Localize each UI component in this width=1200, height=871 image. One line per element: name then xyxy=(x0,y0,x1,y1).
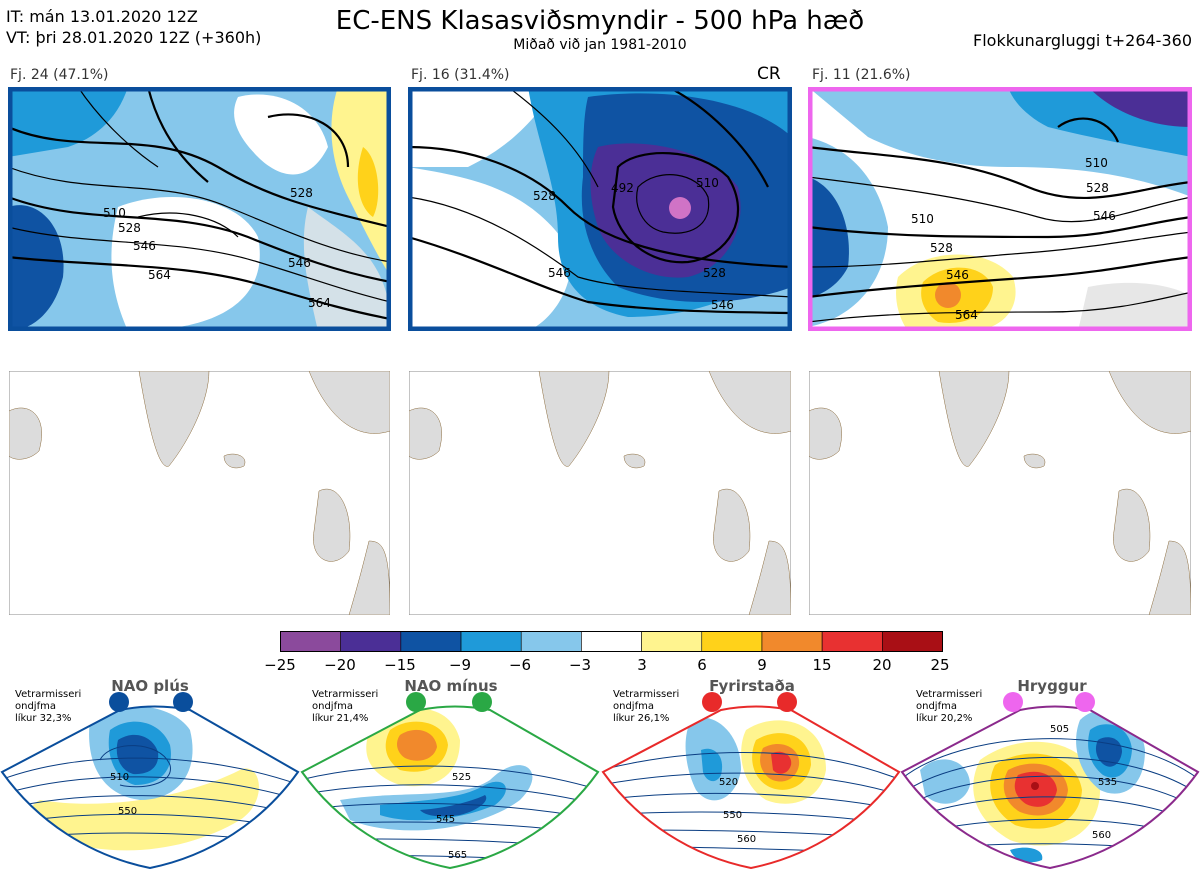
colorbar-tick: 9 xyxy=(757,656,767,674)
contour-label: 528 xyxy=(533,189,556,203)
colorbar-tick: −15 xyxy=(384,656,416,674)
colorbar-tick: −25 xyxy=(264,656,296,674)
contour-label: 492 xyxy=(611,181,634,195)
colorbar-cell xyxy=(280,631,341,652)
contour-label: 564 xyxy=(955,308,978,322)
cluster-1-map: 510 528 546 564 546 528 564 xyxy=(8,87,391,331)
colorbar-cell xyxy=(581,631,642,652)
contour-label: 535 xyxy=(1098,777,1117,788)
contour-label: 546 xyxy=(288,256,311,270)
colorbar-cell xyxy=(460,631,522,652)
colorbar-tick: −9 xyxy=(448,656,472,674)
regime-4-stats: Vetrarmisseri ondjfma líkur 20,2% xyxy=(916,689,983,724)
contour-label: 560 xyxy=(1092,830,1111,841)
contour-label: 550 xyxy=(723,810,742,821)
page-subtitle: Miðað við jan 1981-2010 xyxy=(513,37,687,53)
regime-2-stats: Vetrarmisseri ondjfma líkur 21,4% xyxy=(312,689,379,724)
colorbar-cell xyxy=(882,631,943,652)
contour-label: 525 xyxy=(452,772,471,783)
colorbar-tick: −3 xyxy=(568,656,592,674)
contour-label: 564 xyxy=(308,296,331,310)
cluster-2-tag: CR xyxy=(757,64,781,84)
classification-window: Flokkunargluggi t+264-360 xyxy=(973,31,1192,50)
contour-label: 545 xyxy=(436,814,455,825)
empty-basemap-2 xyxy=(409,371,791,615)
cluster-2-label: Fj. 16 (31.4%) xyxy=(411,67,510,83)
regime-4-name: Hryggur xyxy=(1017,677,1087,695)
header-info: IT: mán 13.01.2020 12Z VT: þri 28.01.202… xyxy=(6,6,261,48)
contour-label: 505 xyxy=(1050,724,1069,735)
regime-4-map: 505 535 560 xyxy=(900,692,1200,870)
regime-3-map: 520 550 560 xyxy=(601,692,901,870)
regime-1-map: 510 550 xyxy=(0,692,300,870)
empty-basemap-3 xyxy=(809,371,1191,615)
colorbar xyxy=(280,631,943,652)
contour-label: 510 xyxy=(110,772,129,783)
contour-label: 510 xyxy=(696,176,719,190)
regime-3-name: Fyrirstaða xyxy=(709,677,795,695)
colorbar-tick: 20 xyxy=(872,656,892,674)
page-title: EC-ENS Klasasviðsmyndir - 500 hPa hæð xyxy=(335,6,865,36)
colorbar-cell xyxy=(821,631,883,652)
contour-label: 550 xyxy=(118,806,137,817)
cluster-3-map: 510 528 510 528 546 546 564 xyxy=(808,87,1192,331)
contour-label: 528 xyxy=(1086,181,1109,195)
colorbar-tick: −20 xyxy=(324,656,356,674)
contour-label: 546 xyxy=(1093,209,1116,223)
colorbar-tick: −6 xyxy=(508,656,532,674)
contour-label: 528 xyxy=(118,221,141,235)
colorbar-cell xyxy=(400,631,462,652)
contour-label: 528 xyxy=(703,266,726,280)
regime-2-name: NAO mínus xyxy=(404,677,498,695)
colorbar-tick: 15 xyxy=(812,656,832,674)
issue-time: IT: mán 13.01.2020 12Z xyxy=(6,7,198,26)
colorbar-cell xyxy=(701,631,763,652)
colorbar-tick: 3 xyxy=(637,656,647,674)
colorbar-tick: 6 xyxy=(697,656,707,674)
contour-label: 546 xyxy=(133,239,156,253)
cluster-1-label: Fj. 24 (47.1%) xyxy=(10,67,109,83)
contour-label: 546 xyxy=(548,266,571,280)
colorbar-tick: 25 xyxy=(930,656,950,674)
colorbar-cell xyxy=(761,631,823,652)
cluster-3-label: Fj. 11 (21.6%) xyxy=(812,67,911,83)
contour-label: 560 xyxy=(737,834,756,845)
colorbar-ticks: −25 −20 −15 −9 −6 −3 3 6 9 15 20 25 xyxy=(264,656,949,676)
regime-2-map: 525 545 565 xyxy=(300,692,600,870)
contour-label: 520 xyxy=(719,777,738,788)
regime-1-name: NAO plús xyxy=(111,677,189,695)
colorbar-cell xyxy=(641,631,703,652)
regime-3-stats: Vetrarmisseri ondjfma líkur 26,1% xyxy=(613,689,680,724)
contour-label: 564 xyxy=(148,268,171,282)
contour-label: 510 xyxy=(1085,156,1108,170)
contour-label: 546 xyxy=(711,298,734,312)
cluster-2-map: 528 492 510 528 546 546 xyxy=(408,87,792,331)
valid-time: VT: þri 28.01.2020 12Z (+360h) xyxy=(6,28,262,47)
colorbar-cell xyxy=(340,631,402,652)
contour-label: 528 xyxy=(930,241,953,255)
contour-label: 528 xyxy=(290,186,313,200)
empty-basemap-1 xyxy=(9,371,390,615)
contour-label: 510 xyxy=(911,212,934,226)
regime-1-stats: Vetrarmisseri ondjfma líkur 32,3% xyxy=(15,689,82,724)
contour-label: 565 xyxy=(448,850,467,861)
contour-label: 546 xyxy=(946,268,969,282)
contour-label: 510 xyxy=(103,206,126,220)
colorbar-cell xyxy=(520,631,582,652)
